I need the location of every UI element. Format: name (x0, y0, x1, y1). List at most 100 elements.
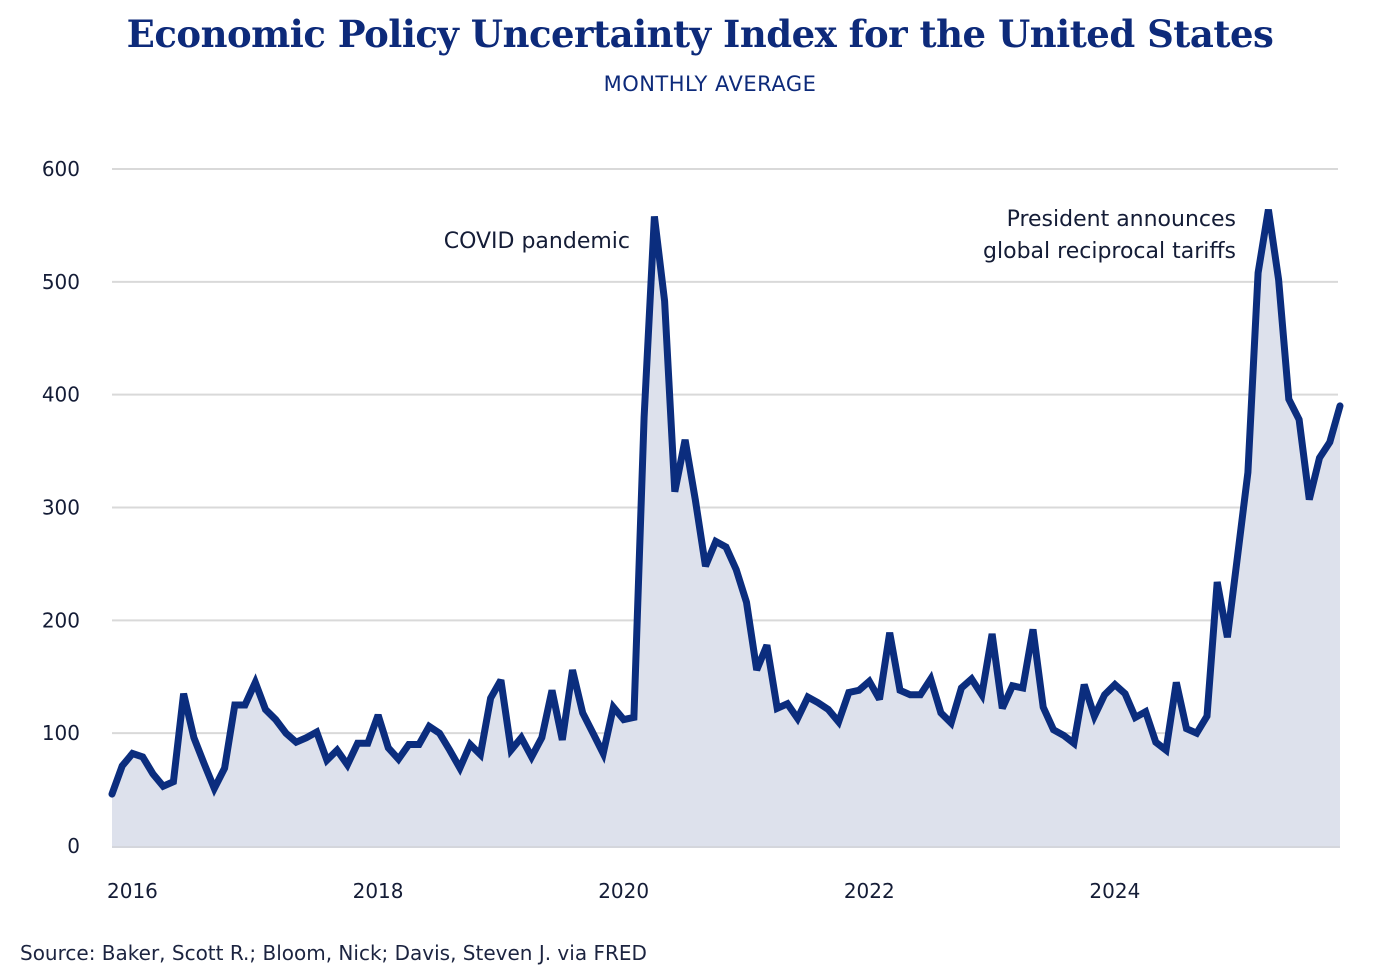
data-point (549, 687, 555, 693)
data-point (651, 213, 657, 219)
data-point (897, 687, 903, 693)
data-point (1184, 726, 1190, 732)
y-tick-label: 0 (67, 834, 80, 858)
data-point (508, 747, 514, 753)
data-point (1050, 727, 1056, 733)
data-point (1276, 277, 1282, 283)
data-point (1122, 691, 1128, 697)
data-point (314, 729, 320, 735)
data-point (1296, 416, 1302, 422)
data-point (1112, 682, 1118, 688)
data-point (406, 741, 412, 747)
data-point (836, 719, 842, 725)
data-point (938, 710, 944, 716)
annotation-tariffs-line: global reciprocal tariffs (983, 239, 1236, 264)
data-point (805, 694, 811, 700)
y-tick-label: 500 (42, 270, 80, 294)
data-point (580, 710, 586, 716)
data-point (1173, 679, 1179, 685)
data-point (979, 692, 985, 698)
data-point (825, 706, 831, 712)
data-point (129, 750, 135, 756)
data-point (365, 740, 371, 746)
data-point (457, 765, 463, 771)
data-point (1194, 730, 1200, 736)
annotation-covid: COVID pandemic (444, 229, 630, 254)
data-point (999, 705, 1005, 711)
annotation-tariffs-line: President announces (1007, 207, 1236, 232)
data-point (1286, 396, 1292, 402)
data-point (119, 763, 125, 769)
data-point (1163, 747, 1169, 753)
data-point (201, 761, 207, 767)
data-point (293, 739, 299, 745)
data-point (477, 752, 483, 758)
y-axis-ticks: 0 100 200 300 400 500 600 (42, 157, 80, 858)
data-point (958, 685, 964, 691)
data-point (1317, 455, 1323, 461)
data-point (355, 740, 361, 746)
data-point (263, 706, 269, 712)
annotations: COVID pandemic President announces global … (444, 207, 1236, 264)
data-point (692, 497, 698, 503)
data-point (764, 642, 770, 648)
data-point (948, 720, 954, 726)
data-point (733, 567, 739, 573)
y-tick-label: 200 (42, 608, 80, 632)
data-point (1081, 682, 1087, 688)
data-point (416, 741, 422, 747)
data-point (641, 414, 647, 420)
chart-subtitle: MONTHLY AVERAGE (603, 72, 817, 96)
y-tick-label: 600 (42, 157, 80, 181)
data-point (1245, 470, 1251, 476)
data-point (1040, 704, 1046, 710)
x-tick-label: 2018 (353, 879, 404, 903)
data-point (1337, 403, 1343, 409)
data-point (672, 489, 678, 495)
data-point (426, 723, 432, 729)
data-point (682, 437, 688, 443)
x-axis-ticks: 2016 2018 2020 2022 2024 (107, 879, 1140, 903)
data-point (877, 696, 883, 702)
data-point (1224, 634, 1230, 640)
data-point (539, 735, 545, 741)
data-point (1265, 207, 1271, 213)
data-point (846, 690, 852, 696)
data-point (1102, 692, 1108, 698)
chart-title: Economic Policy Uncertainty Index for th… (126, 12, 1274, 56)
data-point (1143, 709, 1149, 715)
data-point (723, 544, 729, 550)
data-point (181, 691, 187, 697)
data-point (570, 667, 576, 673)
x-tick-label: 2020 (598, 879, 649, 903)
data-point (1214, 579, 1220, 585)
data-point (815, 700, 821, 706)
data-point (252, 679, 258, 685)
data-point (344, 762, 350, 768)
data-point (621, 717, 627, 723)
data-point (1020, 685, 1026, 691)
data-point (600, 750, 606, 756)
data-point (436, 730, 442, 736)
data-point (969, 676, 975, 682)
data-point (1132, 714, 1138, 720)
data-point (273, 717, 279, 723)
data-point (242, 702, 248, 708)
data-point (109, 791, 115, 797)
data-point (447, 747, 453, 753)
data-point (334, 747, 340, 753)
data-point (211, 785, 217, 791)
data-point (1306, 497, 1312, 503)
data-point (989, 631, 995, 637)
data-point (283, 730, 289, 736)
source-note: Source: Baker, Scott R.; Bloom, Nick; Da… (20, 941, 647, 965)
data-point (907, 692, 913, 698)
data-point (713, 538, 719, 544)
data-point (590, 730, 596, 736)
data-point (160, 783, 166, 789)
data-point (1061, 732, 1067, 738)
data-point (170, 779, 176, 785)
data-point (1255, 270, 1261, 276)
data-point (232, 702, 238, 708)
data-point (1235, 552, 1241, 558)
